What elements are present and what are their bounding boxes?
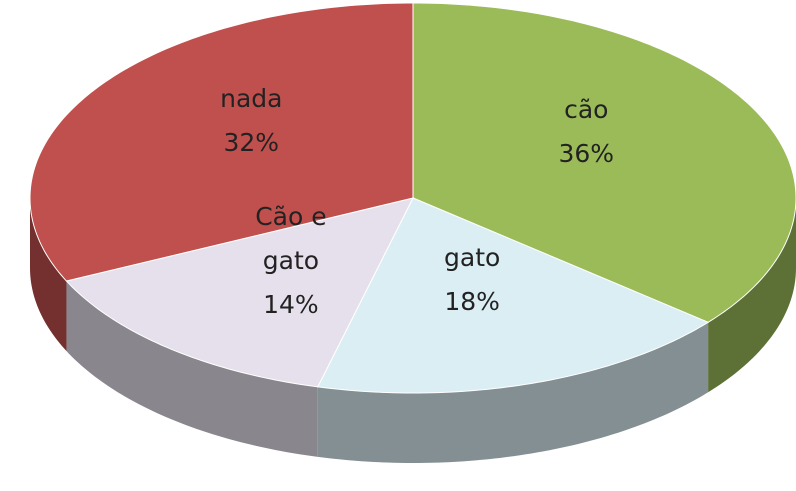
slice [29, 2, 414, 282]
value-label: 14% [263, 289, 319, 319]
category-label: nada [220, 83, 283, 113]
slice-label: cão 36% [526, 88, 646, 176]
slice-label: gato 18% [412, 236, 532, 324]
slice-side [66, 281, 318, 457]
slice-side [30, 198, 67, 352]
slice [65, 197, 414, 388]
value-label: 32% [223, 127, 280, 157]
category-label: Cão e gato [255, 201, 327, 275]
slice [316, 197, 710, 394]
slice-label: Cão e gato 14% [231, 195, 351, 327]
slice-side [317, 322, 709, 463]
category-label: cão [564, 95, 609, 125]
category-label: gato [444, 243, 501, 272]
slice [412, 2, 796, 323]
value-label: 18% [444, 287, 500, 316]
slice-side [708, 198, 796, 393]
value-label: 36% [558, 139, 615, 169]
slice-label: nada 32% [191, 77, 311, 165]
